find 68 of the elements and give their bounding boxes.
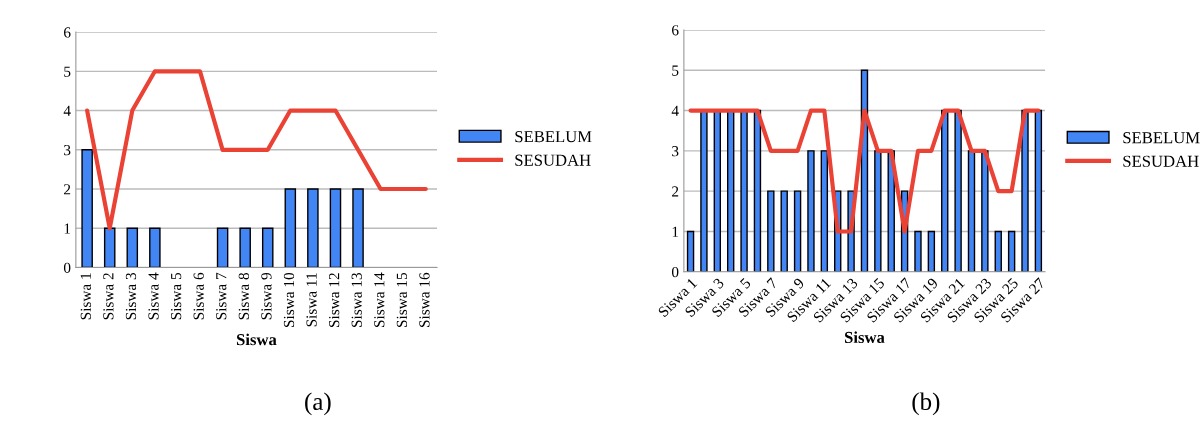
- x-tick-label: Siswa 8: [238, 272, 249, 320]
- x-tick-label: Siswa 3: [125, 272, 137, 320]
- x-tick-label: Siswa 5: [171, 272, 182, 320]
- bar: [780, 190, 788, 272]
- x-axis-title: Siswa: [844, 331, 885, 344]
- x-tick-label: Siswa 14: [374, 272, 385, 327]
- bar: [793, 190, 802, 272]
- x-tick-label: Siswa 4: [148, 272, 159, 320]
- bar: [753, 109, 762, 272]
- bar: [1034, 109, 1043, 272]
- bar: [1021, 109, 1029, 272]
- bar: [807, 150, 815, 272]
- legend-label: SESUDAH: [1123, 155, 1199, 167]
- bar: [994, 230, 1002, 272]
- y-tick-label: 5: [64, 66, 71, 77]
- x-tick-label: Siswa 6: [193, 272, 204, 320]
- x-tick-label: Siswa 15: [396, 272, 408, 327]
- x-tick-label: Siswa 12: [329, 273, 340, 327]
- bar: [126, 227, 139, 268]
- y-tick-label: 0: [63, 262, 71, 273]
- bar: [927, 230, 936, 272]
- x-tick-label: Siswa 2: [103, 273, 114, 320]
- y-tick-label: 3: [64, 144, 71, 156]
- bar: [261, 227, 274, 268]
- bar: [149, 227, 161, 268]
- bar: [874, 150, 882, 272]
- legend-label: SEBELUM: [515, 131, 592, 143]
- bar: [820, 150, 829, 272]
- bar: [954, 109, 962, 272]
- bar: [352, 188, 364, 268]
- bar: [981, 150, 989, 272]
- bar: [767, 190, 775, 272]
- line-series: [85, 69, 428, 231]
- x-tick-label: Siswa 10: [283, 272, 295, 327]
- y-tick-label: 0: [671, 266, 679, 278]
- text: (b): [912, 392, 940, 416]
- y-tick-label: 4: [63, 105, 71, 116]
- bar: [967, 150, 976, 272]
- y-tick-label: 2: [672, 186, 679, 197]
- y-tick-label: 1: [672, 226, 679, 237]
- y-tick-label: 2: [64, 184, 71, 195]
- line-series: [688, 108, 1041, 234]
- text: (a): [305, 392, 331, 416]
- y-tick-label: 6: [64, 27, 71, 38]
- x-tick-label: Siswa 16: [419, 272, 430, 327]
- legend-label: SESUDAH: [515, 154, 591, 166]
- bar: [329, 188, 342, 268]
- y-tick-label: 4: [671, 105, 679, 116]
- bar: [686, 230, 695, 272]
- x-tick-label: Siswa 1: [80, 273, 91, 320]
- bar: [103, 227, 116, 268]
- x-axis-title: Siswa: [236, 333, 277, 346]
- y-tick-label: 1: [64, 223, 71, 234]
- x-tick-label: Siswa 9: [261, 272, 272, 320]
- bar: [1007, 230, 1016, 272]
- x-tick-label: Siswa 7: [216, 272, 227, 320]
- bar: [914, 230, 922, 272]
- y-tick-label: 3: [672, 146, 679, 157]
- bar: [239, 227, 251, 268]
- legend-label: SEBELUM: [1123, 132, 1200, 144]
- x-tick-label: Siswa 13: [351, 272, 362, 327]
- y-tick-label: 5: [672, 65, 679, 76]
- bar: [307, 188, 319, 268]
- bar: [216, 227, 229, 268]
- y-tick-label: 6: [672, 25, 679, 36]
- bar: [81, 149, 93, 268]
- bar: [284, 188, 297, 268]
- x-tick-label: Siswa 11: [306, 273, 317, 327]
